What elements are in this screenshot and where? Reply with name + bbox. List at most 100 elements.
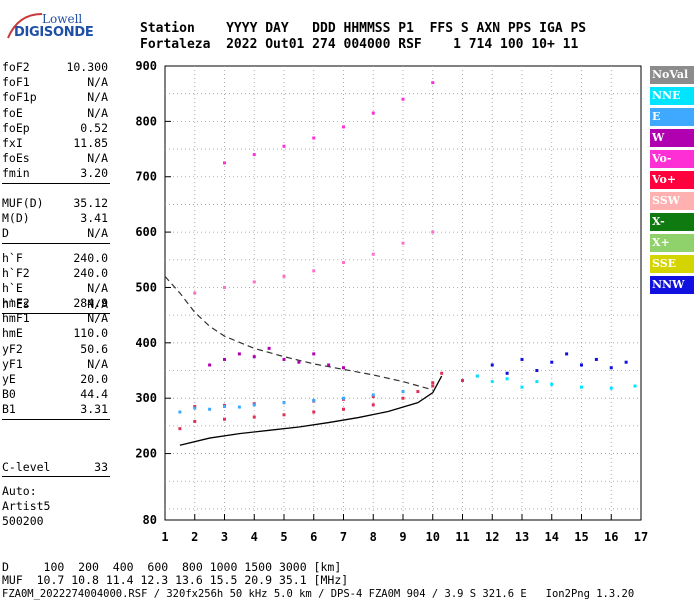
trace-point-1 [193, 419, 197, 423]
param-row-hes: h`Es N/A [2, 297, 108, 311]
param-label: D [2, 226, 9, 241]
trace-point-2 [193, 405, 197, 408]
legend-item-ssw: SSW [650, 192, 694, 210]
param-label: M(D) [2, 211, 30, 226]
param-label: fxI [2, 136, 23, 150]
trace-point-4 [371, 111, 375, 115]
auto-scaling-line3: 500200 [2, 514, 44, 529]
param-row-fof2: foF2 10.300 [2, 60, 108, 74]
param-label: fmin [2, 166, 30, 181]
x-tick-label: 5 [280, 530, 287, 544]
param-row-hmf1: hmF1 N/A [2, 311, 108, 325]
y-tick-label: 400 [135, 336, 157, 350]
param-row-he: h`E N/A [2, 281, 108, 295]
param-value: 284.9 [73, 296, 108, 310]
param-value: 3.31 [80, 402, 108, 417]
param-row-hme: hmE 110.0 [2, 326, 108, 340]
param-row-b1: B1 3.31 [2, 402, 108, 416]
param-row-ye: yE 20.0 [2, 372, 108, 386]
trace-point-1 [371, 403, 375, 407]
param-value: 33 [94, 460, 108, 474]
trace-point-3 [252, 280, 256, 284]
trace-point-5 [297, 360, 301, 364]
trace-point-5 [312, 352, 316, 356]
x-tick-label: 12 [485, 530, 499, 544]
x-tick-label: 14 [545, 530, 559, 544]
param-row-md: M(D) 3.41 [2, 211, 108, 225]
param-row-foes: foEs N/A [2, 151, 108, 165]
trace-point-5 [342, 366, 345, 370]
param-row-hmf2: hmF2 284.9 [2, 296, 108, 310]
trace-point-7 [535, 369, 539, 373]
logo-swoosh-icon [7, 13, 43, 39]
param-row-foe: foE N/A [2, 106, 108, 120]
trace-point-7 [550, 360, 554, 364]
auto-scaling-line2: Artist5 [2, 499, 51, 514]
model-dashed-curve [164, 275, 433, 391]
trace-point-6 [208, 407, 212, 411]
trace-point-8 [580, 385, 583, 389]
trace-point-4 [431, 81, 435, 85]
param-value: 11.85 [73, 136, 108, 150]
logo-digisonde: DIGISONDE [14, 25, 94, 40]
trace-point-8 [475, 374, 479, 378]
trace-point-4 [312, 136, 316, 140]
x-tick-label: 2 [191, 530, 198, 544]
trace-point-7 [580, 363, 583, 367]
auto-scaling-line1: Auto: [2, 484, 37, 498]
trace-point-3 [431, 230, 435, 234]
param-label: foF1p [2, 90, 37, 105]
x-tick-label: 15 [574, 530, 588, 544]
param-value: N/A [87, 90, 108, 105]
header-line-2: Fortaleza 2022 Out01 274 004000 RSF 1 71… [140, 37, 579, 52]
trace-point-5 [237, 352, 241, 356]
param-label: hmE [2, 326, 23, 341]
param-label: foEp [2, 120, 30, 135]
footer-distance: D 100 200 400 600 800 1000 1500 3000 [km… [2, 560, 342, 574]
trace-point-2 [461, 378, 464, 382]
x-tick-label: 10 [426, 530, 440, 544]
trace-point-4 [223, 161, 226, 165]
trace-point-1 [401, 396, 405, 400]
param-row-fmin: fmin 3.20 [2, 166, 108, 180]
param-label: hmF2 [2, 296, 30, 310]
trace-point-5 [208, 363, 212, 367]
param-label: B0 [2, 387, 16, 402]
param-label: foE [2, 105, 23, 120]
param-row-fof1p: foF1p N/A [2, 90, 108, 104]
param-label: h`Es [2, 296, 30, 311]
trace-point-8 [550, 382, 554, 386]
x-tick-label: 9 [399, 530, 406, 544]
param-value: 110.0 [73, 326, 108, 341]
trace-point-6 [237, 405, 241, 409]
x-tick-label: 13 [515, 530, 529, 544]
parameter-panel: foF2 10.300 foF1 N/A foF1p N/A foE N/A foEp 0.52 f… [2, 0, 110, 540]
trace-point-7 [490, 363, 494, 367]
param-value: N/A [87, 281, 108, 296]
param-value: N/A [87, 105, 108, 120]
trace-point-2 [431, 384, 435, 388]
footer-file-info: FZA0M_2022274004000.RSF / 320fx256h 50 k… [2, 588, 635, 600]
trace-point-4 [282, 144, 286, 148]
x-tick-label: 17 [634, 530, 648, 544]
param-value: N/A [87, 296, 108, 311]
electron-density-profile [179, 375, 443, 446]
param-value: 240.0 [73, 266, 108, 281]
x-tick-label: 7 [340, 530, 347, 544]
trace-point-5 [327, 363, 331, 367]
x-tick-label: 3 [221, 530, 228, 544]
trace-point-3 [282, 274, 286, 278]
param-value: N/A [87, 226, 108, 241]
trace-point-8 [505, 377, 509, 381]
header-line-1: Station YYYY DAY DDD HHMMSS P1 FFS S AXN… [140, 21, 587, 36]
trace-point-6 [371, 393, 375, 397]
param-divider [2, 242, 110, 244]
y-tick-label: 900 [135, 59, 157, 73]
param-row-clevel: C-level 33 [2, 460, 108, 474]
param-label: yF2 [2, 341, 23, 356]
trace-point-3 [223, 285, 226, 289]
legend-item-nnw: NNW [650, 276, 694, 294]
trace-point-7 [520, 357, 524, 361]
trace-point-1 [342, 407, 345, 411]
trace-point-3 [401, 241, 405, 245]
